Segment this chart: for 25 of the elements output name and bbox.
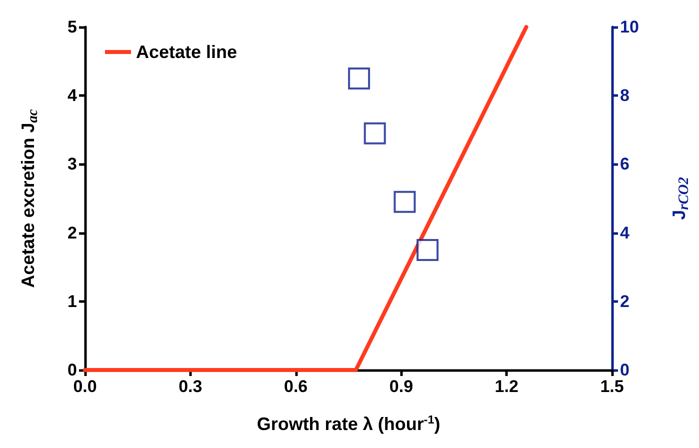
y2-tick-label: 6 <box>620 154 630 174</box>
point <box>416 238 439 261</box>
x-tick-label: 1.2 <box>494 377 518 396</box>
y-tick-label: 2 <box>68 223 77 242</box>
y-tick-label: 5 <box>68 18 77 36</box>
y2-tick-label: 0 <box>620 360 630 380</box>
y-axis-title: Acetate excretion Jac <box>18 108 41 288</box>
y2-tick-label: 4 <box>620 223 630 242</box>
y-tick-label: 1 <box>68 292 77 311</box>
y2-tick-label: 8 <box>620 86 630 106</box>
y-tick-label: 0 <box>68 360 77 380</box>
x-tick-label: 0.6 <box>284 377 308 396</box>
y2-axis-title: JrCO2 <box>669 177 692 220</box>
point <box>394 190 416 213</box>
x-tick-label: 1.5 <box>600 377 624 396</box>
y2-tick-label: 2 <box>620 292 630 311</box>
x-tick-label: 0.3 <box>178 377 202 396</box>
x-tick-label: 0.9 <box>389 377 414 396</box>
legend-label: Acetate line <box>136 42 238 62</box>
y-tick-label: 4 <box>68 86 78 106</box>
point <box>364 122 386 144</box>
y-tick-label: 3 <box>68 154 77 174</box>
x-tick-label: 0.0 <box>73 377 97 396</box>
point <box>348 67 370 90</box>
y2-tick-label: 10 <box>620 18 639 36</box>
